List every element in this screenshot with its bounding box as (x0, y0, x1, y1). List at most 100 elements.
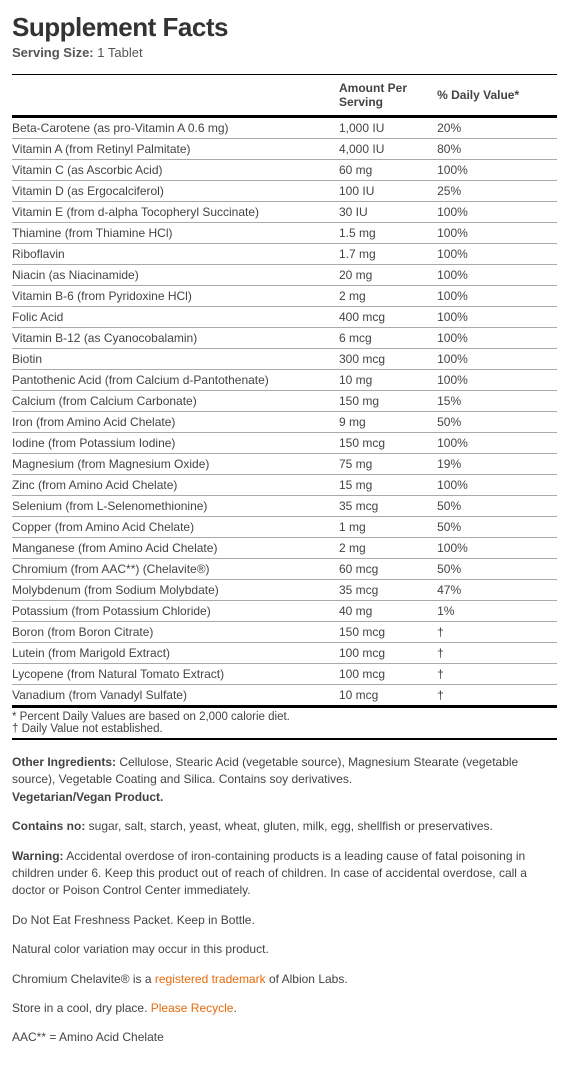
nutrient-name: Potassium (from Potassium Chloride) (12, 601, 339, 622)
table-row: Magnesium (from Magnesium Oxide)75 mg19% (12, 454, 557, 475)
nutrient-amount: 20 mg (339, 265, 437, 286)
nutrient-name: Calcium (from Calcium Carbonate) (12, 391, 339, 412)
nutrient-dv: † (437, 685, 557, 707)
warning-label: Warning: (12, 849, 64, 863)
table-row: Iodine (from Potassium Iodine)150 mcg100… (12, 433, 557, 454)
nutrient-amount: 15 mg (339, 475, 437, 496)
nutrient-amount: 30 IU (339, 202, 437, 223)
nutrient-name: Vitamin A (from Retinyl Palmitate) (12, 139, 339, 160)
other-ingredients: Other Ingredients: Cellulose, Stearic Ac… (12, 754, 557, 806)
nutrient-dv: 20% (437, 117, 557, 139)
nutrient-amount: 1,000 IU (339, 117, 437, 139)
nutrient-name: Zinc (from Amino Acid Chelate) (12, 475, 339, 496)
nutrient-dv: 100% (437, 349, 557, 370)
table-row: Chromium (from AAC**) (Chelavite®)60 mcg… (12, 559, 557, 580)
nutrient-name: Vitamin C (as Ascorbic Acid) (12, 160, 339, 181)
nutrient-dv: † (437, 664, 557, 685)
nutrient-amount: 60 mg (339, 160, 437, 181)
nutrient-name: Magnesium (from Magnesium Oxide) (12, 454, 339, 475)
table-row: Vitamin D (as Ergocalciferol)100 IU25% (12, 181, 557, 202)
table-row: Beta-Carotene (as pro-Vitamin A 0.6 mg)1… (12, 117, 557, 139)
nutrient-dv: 50% (437, 496, 557, 517)
nutrient-amount: 150 mcg (339, 622, 437, 643)
nutrient-dv: 19% (437, 454, 557, 475)
table-row: Vitamin A (from Retinyl Palmitate)4,000 … (12, 139, 557, 160)
nutrient-dv: 100% (437, 328, 557, 349)
nutrient-amount: 4,000 IU (339, 139, 437, 160)
warning-text: Accidental overdose of iron-containing p… (12, 849, 527, 898)
nutrient-name: Lycopene (from Natural Tomato Extract) (12, 664, 339, 685)
nutrient-amount: 100 IU (339, 181, 437, 202)
table-row: Lycopene (from Natural Tomato Extract)10… (12, 664, 557, 685)
nutrient-name: Folic Acid (12, 307, 339, 328)
table-row: Lutein (from Marigold Extract)100 mcg† (12, 643, 557, 664)
nutrient-name: Riboflavin (12, 244, 339, 265)
serving-size-line: Serving Size: 1 Tablet (12, 45, 557, 60)
nutrient-name: Iodine (from Potassium Iodine) (12, 433, 339, 454)
nutrient-dv: 50% (437, 517, 557, 538)
table-row: Biotin300 mcg100% (12, 349, 557, 370)
nutrient-dv: 50% (437, 412, 557, 433)
table-row: Niacin (as Niacinamide)20 mg100% (12, 265, 557, 286)
nutrient-name: Niacin (as Niacinamide) (12, 265, 339, 286)
facts-table: Amount Per Serving % Daily Value* Beta-C… (12, 74, 557, 740)
contains-no-label: Contains no: (12, 819, 85, 833)
nutrient-dv: 100% (437, 244, 557, 265)
nutrient-amount: 400 mcg (339, 307, 437, 328)
nutrient-amount: 2 mg (339, 538, 437, 559)
nutrient-amount: 100 mcg (339, 664, 437, 685)
contains-no: Contains no: sugar, salt, starch, yeast,… (12, 818, 557, 835)
nutrient-amount: 40 mg (339, 601, 437, 622)
table-row: Iron (from Amino Acid Chelate)9 mg50% (12, 412, 557, 433)
footnote-dvne: † Daily Value not established. (12, 723, 163, 735)
col-header-amount: Amount Per Serving (339, 75, 437, 115)
nutrient-dv: 100% (437, 307, 557, 328)
nutrient-dv: † (437, 643, 557, 664)
nutrient-name: Beta-Carotene (as pro-Vitamin A 0.6 mg) (12, 117, 339, 139)
nutrient-dv: 100% (437, 475, 557, 496)
chelavite-post: of Albion Labs. (266, 972, 348, 986)
recycle-link[interactable]: Please Recycle (151, 1001, 234, 1015)
table-row: Vitamin B-6 (from Pyridoxine HCl)2 mg100… (12, 286, 557, 307)
nutrient-name: Manganese (from Amino Acid Chelate) (12, 538, 339, 559)
nutrient-dv: 80% (437, 139, 557, 160)
table-row: Pantothenic Acid (from Calcium d-Pantoth… (12, 370, 557, 391)
nutrient-dv: 1% (437, 601, 557, 622)
table-row: Manganese (from Amino Acid Chelate)2 mg1… (12, 538, 557, 559)
nutrient-dv: 100% (437, 160, 557, 181)
nutrient-amount: 150 mg (339, 391, 437, 412)
store-post: . (233, 1001, 236, 1015)
nutrient-amount: 1.7 mg (339, 244, 437, 265)
nutrient-name: Vitamin D (as Ergocalciferol) (12, 181, 339, 202)
store-pre: Store in a cool, dry place. (12, 1001, 151, 1015)
nutrient-dv: 100% (437, 433, 557, 454)
nutrient-amount: 10 mg (339, 370, 437, 391)
page-title: Supplement Facts (12, 12, 557, 43)
nutrient-dv: 100% (437, 370, 557, 391)
table-row: Folic Acid400 mcg100% (12, 307, 557, 328)
registered-trademark-link[interactable]: registered trademark (155, 972, 266, 986)
nutrient-amount: 9 mg (339, 412, 437, 433)
table-row: Vanadium (from Vanadyl Sulfate)10 mcg† (12, 685, 557, 707)
nutrient-amount: 1.5 mg (339, 223, 437, 244)
nutrient-dv: 100% (437, 223, 557, 244)
nutrient-name: Chromium (from AAC**) (Chelavite®) (12, 559, 339, 580)
nutrient-dv: 100% (437, 538, 557, 559)
table-row: Selenium (from L-Selenomethionine)35 mcg… (12, 496, 557, 517)
table-row: Copper (from Amino Acid Chelate)1 mg50% (12, 517, 557, 538)
col-header-dv: % Daily Value* (437, 75, 557, 115)
serving-label: Serving Size: (12, 45, 94, 60)
nutrient-dv: 50% (437, 559, 557, 580)
nutrient-name: Copper (from Amino Acid Chelate) (12, 517, 339, 538)
storage-note: Store in a cool, dry place. Please Recyc… (12, 1000, 557, 1017)
table-row: Riboflavin1.7 mg100% (12, 244, 557, 265)
nutrient-name: Vanadium (from Vanadyl Sulfate) (12, 685, 339, 707)
nutrient-name: Selenium (from L-Selenomethionine) (12, 496, 339, 517)
nutrient-amount: 35 mcg (339, 496, 437, 517)
nutrient-dv: 100% (437, 286, 557, 307)
nutrient-dv: 25% (437, 181, 557, 202)
nutrient-dv: 100% (437, 202, 557, 223)
col-header-name (12, 75, 339, 115)
veg-declaration: Vegetarian/Vegan Product. (12, 790, 163, 804)
nutrient-name: Vitamin E (from d-alpha Tocopheryl Succi… (12, 202, 339, 223)
